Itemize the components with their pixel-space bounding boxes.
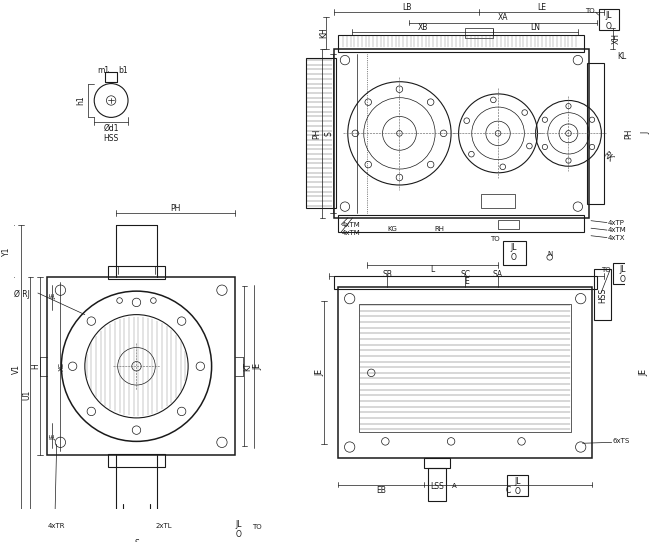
Text: LB: LB bbox=[402, 3, 411, 12]
Text: LSS: LSS bbox=[430, 482, 444, 491]
Bar bbox=[502, 241, 526, 265]
Bar bbox=[428, 468, 447, 501]
Bar bbox=[306, 58, 335, 209]
Bar bbox=[465, 28, 493, 37]
Text: O: O bbox=[606, 22, 612, 31]
Text: 2xTL: 2xTL bbox=[155, 523, 172, 529]
Text: 6xTS: 6xTS bbox=[612, 438, 630, 444]
Bar bbox=[587, 63, 604, 204]
Bar bbox=[594, 269, 611, 320]
Text: TO: TO bbox=[585, 8, 595, 14]
Text: HSS: HSS bbox=[103, 133, 119, 143]
Text: 4xTX: 4xTX bbox=[608, 235, 625, 241]
Text: KL: KL bbox=[618, 52, 627, 61]
Text: TO: TO bbox=[490, 236, 500, 242]
Text: S: S bbox=[324, 131, 333, 136]
Text: 4xTM: 4xTM bbox=[341, 230, 360, 236]
Text: XB: XB bbox=[418, 23, 428, 32]
Text: JL: JL bbox=[619, 265, 626, 274]
Bar bbox=[109, 266, 164, 279]
Text: h1: h1 bbox=[76, 96, 85, 105]
Text: 4xTP: 4xTP bbox=[608, 220, 625, 225]
Text: JE: JE bbox=[51, 434, 57, 440]
Text: O: O bbox=[515, 487, 521, 496]
Text: TO: TO bbox=[252, 524, 261, 530]
Bar bbox=[339, 215, 584, 232]
Text: JL: JL bbox=[606, 11, 612, 21]
Bar bbox=[333, 276, 597, 289]
Text: KG: KG bbox=[387, 226, 397, 232]
Text: KH: KH bbox=[319, 28, 328, 38]
Text: 4xTM: 4xTM bbox=[608, 227, 627, 233]
Text: PH: PH bbox=[170, 204, 181, 213]
Bar bbox=[481, 195, 515, 209]
Text: JE: JE bbox=[639, 369, 648, 376]
Bar bbox=[333, 49, 589, 218]
Bar bbox=[359, 304, 571, 432]
Bar bbox=[599, 9, 619, 30]
Text: A: A bbox=[452, 483, 456, 489]
Text: N: N bbox=[547, 250, 552, 256]
Bar bbox=[229, 517, 249, 537]
Text: PH: PH bbox=[312, 128, 321, 139]
Text: Y1: Y1 bbox=[3, 247, 12, 256]
Text: H: H bbox=[31, 363, 40, 369]
Bar bbox=[508, 475, 528, 496]
Text: LN: LN bbox=[530, 23, 541, 32]
Text: C: C bbox=[505, 486, 510, 495]
Text: XA: XA bbox=[497, 14, 508, 22]
Bar bbox=[339, 287, 592, 459]
Text: XH: XH bbox=[612, 33, 621, 44]
Text: JL: JL bbox=[515, 478, 521, 486]
Text: JL: JL bbox=[511, 243, 517, 253]
Text: E: E bbox=[464, 278, 469, 286]
Text: JE: JE bbox=[253, 363, 262, 370]
Bar bbox=[47, 277, 235, 455]
Text: V1: V1 bbox=[12, 364, 21, 373]
Text: EB: EB bbox=[376, 486, 386, 495]
Bar bbox=[109, 454, 164, 467]
Text: KT: KT bbox=[244, 362, 253, 371]
Text: Ø RJ: Ø RJ bbox=[14, 289, 31, 299]
Text: TO: TO bbox=[601, 267, 611, 273]
Text: SA: SA bbox=[493, 270, 503, 279]
Text: XC: XC bbox=[59, 362, 65, 371]
Bar bbox=[424, 459, 450, 468]
Text: S: S bbox=[134, 539, 139, 542]
Text: 4xTM: 4xTM bbox=[341, 222, 360, 228]
Text: O: O bbox=[511, 253, 517, 262]
Text: JL: JL bbox=[235, 520, 242, 530]
Text: HSS: HSS bbox=[598, 287, 607, 302]
Text: PH: PH bbox=[624, 128, 633, 139]
Text: RH: RH bbox=[434, 226, 444, 232]
Text: L: L bbox=[430, 265, 434, 274]
Bar bbox=[498, 220, 519, 229]
Bar bbox=[105, 72, 117, 82]
Text: Ød1: Ød1 bbox=[103, 124, 119, 133]
Text: JE: JE bbox=[315, 369, 324, 376]
Text: RK: RK bbox=[601, 150, 615, 164]
Text: U1: U1 bbox=[22, 389, 31, 399]
Text: O: O bbox=[236, 530, 242, 539]
Text: SB: SB bbox=[382, 270, 392, 279]
Text: JE: JE bbox=[51, 293, 57, 299]
Text: J: J bbox=[641, 132, 650, 134]
Bar bbox=[612, 263, 633, 283]
Text: O: O bbox=[620, 275, 626, 285]
Text: LE: LE bbox=[537, 3, 546, 12]
Text: m1: m1 bbox=[97, 66, 109, 75]
Text: SC: SC bbox=[460, 270, 470, 279]
Bar bbox=[339, 35, 584, 51]
Text: b1: b1 bbox=[119, 66, 128, 75]
Text: 4xTR: 4xTR bbox=[47, 523, 65, 529]
